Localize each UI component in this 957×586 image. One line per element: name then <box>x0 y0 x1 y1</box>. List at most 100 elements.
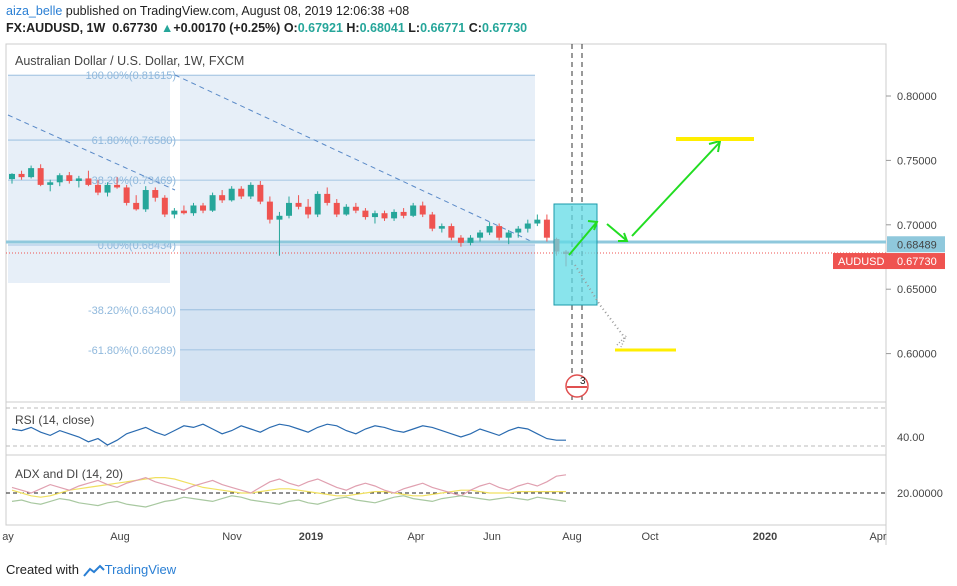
event-count: 3 <box>580 376 586 387</box>
candles <box>9 164 569 267</box>
time-tick-label: Oct <box>641 531 658 543</box>
candle-body <box>429 214 436 229</box>
candle-body <box>371 213 378 218</box>
candle-body <box>190 205 197 214</box>
price-tick-label: 0.60000 <box>897 349 937 361</box>
tradingview-brand-link[interactable]: TradingView <box>104 562 177 577</box>
candle-body <box>257 184 264 202</box>
time-tick-label: Jun <box>483 531 501 543</box>
current-price-tag <box>833 253 945 270</box>
bullish-path-arrows <box>568 139 722 256</box>
rsi-tick: 40.00 <box>897 432 925 444</box>
chart-title: Australian Dollar / U.S. Dollar, 1W, FXC… <box>15 54 244 68</box>
candle-body <box>209 195 216 211</box>
up-arrow-icon: ▲ <box>160 21 174 35</box>
candle-body <box>133 202 140 210</box>
support-price-tag <box>887 236 945 253</box>
price-axis-ticks: 0.80000 0.75000 0.70000 0.65000 0.60000 <box>886 91 937 361</box>
chart-area[interactable]: 100.00%(0.81615) 61.80%(0.76580) 38.20%(0.… <box>0 40 957 558</box>
candle-body <box>314 193 321 215</box>
close-value: 0.67730 <box>481 21 528 35</box>
candle-body <box>75 178 82 182</box>
time-tick-label: Aug <box>562 531 582 543</box>
time-tick-label: Aug <box>110 531 130 543</box>
rsi-pane[interactable] <box>5 401 887 456</box>
price-change: +0.00170 (+0.25%) <box>173 21 281 35</box>
fib-level-label: 61.80%(0.76580) <box>92 135 176 147</box>
fib-level-label: 100.00%(0.81615) <box>85 70 176 82</box>
candle-body <box>343 206 350 215</box>
adx-tick: 20.00000 <box>897 488 943 500</box>
rsi-legend: RSI (14, close) <box>15 413 94 427</box>
di-minus-line <box>11 495 567 508</box>
candle-body <box>515 228 522 233</box>
price-labels: 0.68489 AUDUSD 0.67730 <box>833 236 945 270</box>
candle-body <box>295 202 302 207</box>
candle-body <box>37 168 44 185</box>
candle-body <box>104 184 111 193</box>
candle-body <box>286 202 292 216</box>
candle-body <box>410 205 417 216</box>
author-link[interactable]: aiza_belle <box>6 4 63 18</box>
candle-body <box>457 237 464 243</box>
candle-body <box>543 219 550 238</box>
adx-line <box>11 477 566 498</box>
time-axis-ticks: ay Aug Nov 2019 Apr Jun Aug Oct 2020 Apr <box>2 531 887 543</box>
adx-legend: ADX and DI (14, 20) <box>15 467 123 481</box>
fib-zone-lower <box>180 245 535 401</box>
di-plus-line <box>11 474 567 497</box>
symbol-ohlc-bar: FX:AUDUSD, 1W 0.67730 ▲+0.00170 (+0.25%)… <box>6 21 527 35</box>
candle-body <box>180 210 187 214</box>
candle-body <box>66 175 73 182</box>
candle-body <box>419 205 426 215</box>
price-tick-label: 0.65000 <box>897 284 937 296</box>
candle-body <box>438 226 445 229</box>
adx-pane[interactable] <box>5 454 887 526</box>
candle-body <box>228 188 235 201</box>
time-tick-label: Apr <box>407 531 424 543</box>
candle-body <box>219 195 226 201</box>
time-tick-label: 2019 <box>299 531 323 543</box>
candle-body <box>85 178 92 185</box>
candle-body <box>123 187 130 203</box>
candle-body <box>352 206 359 211</box>
fib-level-label: 38.20%(0.73469) <box>92 175 176 187</box>
candle-body <box>496 226 503 238</box>
tradingview-logo-icon <box>82 564 105 577</box>
last-price: 0.67730 <box>112 21 158 35</box>
low-label: L: <box>408 21 421 35</box>
symbol-tag-label: AUDUSD <box>838 256 885 268</box>
time-tick-label: 2020 <box>753 531 777 543</box>
candle-body <box>333 202 340 215</box>
time-tick-label: ay <box>2 531 14 543</box>
bearish-arrow-head <box>616 335 627 348</box>
trendline-main[interactable] <box>174 74 536 244</box>
candle-body <box>142 190 149 210</box>
open-value: 0.67921 <box>297 21 343 35</box>
support-price-label: 0.68489 <box>897 239 937 251</box>
candle-body <box>305 206 312 215</box>
publish-info: aiza_belle published on TradingView.com,… <box>6 4 409 18</box>
candle-body <box>171 210 178 215</box>
candle-body <box>28 168 35 178</box>
candle-body <box>247 184 254 197</box>
candle-body <box>448 226 455 238</box>
fib-level-label: -38.20%(0.63400) <box>88 305 176 317</box>
candle-body <box>56 175 63 183</box>
high-value: 0.68041 <box>359 21 405 35</box>
candle-body <box>362 210 369 218</box>
published-text: published on TradingView.com, August 08,… <box>62 4 410 18</box>
close-label: C: <box>468 21 482 35</box>
earnings-event-icon[interactable]: 3 <box>565 374 589 398</box>
fib-lines <box>8 74 535 351</box>
low-value: 0.66771 <box>420 21 466 35</box>
trendline-left[interactable] <box>7 114 176 191</box>
price-tick-label: 0.75000 <box>897 155 937 167</box>
candle-body <box>324 193 331 203</box>
candle-body <box>486 226 493 233</box>
fib-level-label: -61.80%(0.60289) <box>88 345 176 357</box>
footer: Created with TradingView <box>6 562 176 578</box>
projection-box[interactable] <box>553 203 598 306</box>
candle-body <box>18 173 25 178</box>
price-tick-label: 0.70000 <box>897 220 937 232</box>
